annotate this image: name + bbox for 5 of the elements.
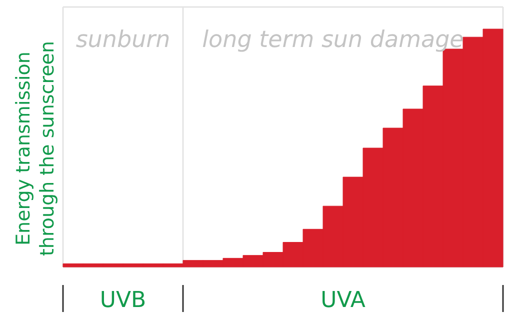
annotation: long term sun damage [202,27,464,53]
y-axis-title: Energy transmission through the sunscreen [12,40,58,256]
annotation: sunburn [76,27,170,53]
text: UVA [320,288,366,313]
text: UVB [100,288,146,313]
